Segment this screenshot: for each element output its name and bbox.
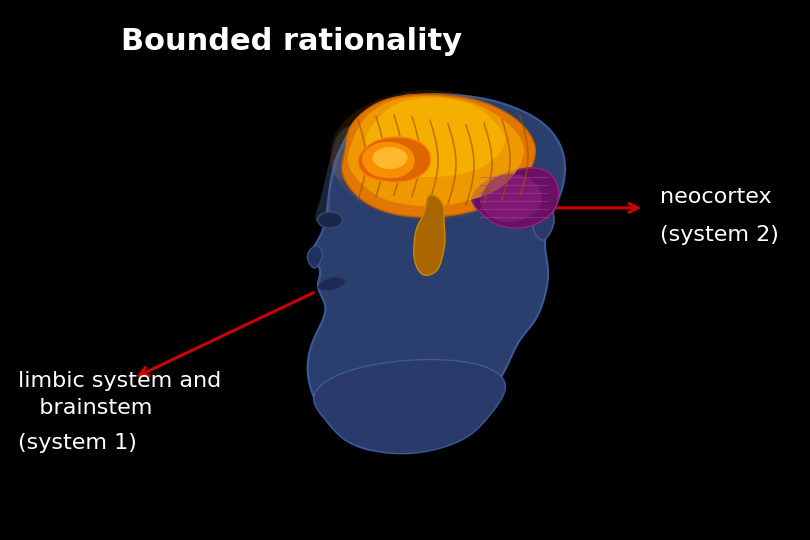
- Ellipse shape: [373, 147, 407, 169]
- Polygon shape: [313, 360, 505, 454]
- Polygon shape: [332, 93, 416, 180]
- Polygon shape: [366, 98, 505, 177]
- Polygon shape: [358, 137, 431, 182]
- Polygon shape: [308, 94, 565, 451]
- Polygon shape: [533, 203, 554, 240]
- Text: neocortex: neocortex: [660, 187, 772, 207]
- Text: Bounded rationality: Bounded rationality: [121, 27, 463, 56]
- Polygon shape: [315, 125, 356, 222]
- Polygon shape: [355, 115, 480, 202]
- Polygon shape: [480, 174, 542, 222]
- Polygon shape: [472, 168, 559, 228]
- Text: (system 2): (system 2): [660, 225, 779, 245]
- Text: (system 1): (system 1): [18, 433, 137, 453]
- Polygon shape: [414, 195, 445, 275]
- Polygon shape: [347, 96, 524, 206]
- Polygon shape: [362, 142, 415, 178]
- Polygon shape: [318, 277, 345, 290]
- Text: limbic system and: limbic system and: [18, 370, 221, 391]
- Ellipse shape: [330, 90, 530, 220]
- Polygon shape: [347, 108, 501, 211]
- Polygon shape: [342, 94, 535, 217]
- Ellipse shape: [318, 212, 343, 228]
- Polygon shape: [308, 246, 322, 268]
- Text: brainstem: brainstem: [18, 397, 152, 418]
